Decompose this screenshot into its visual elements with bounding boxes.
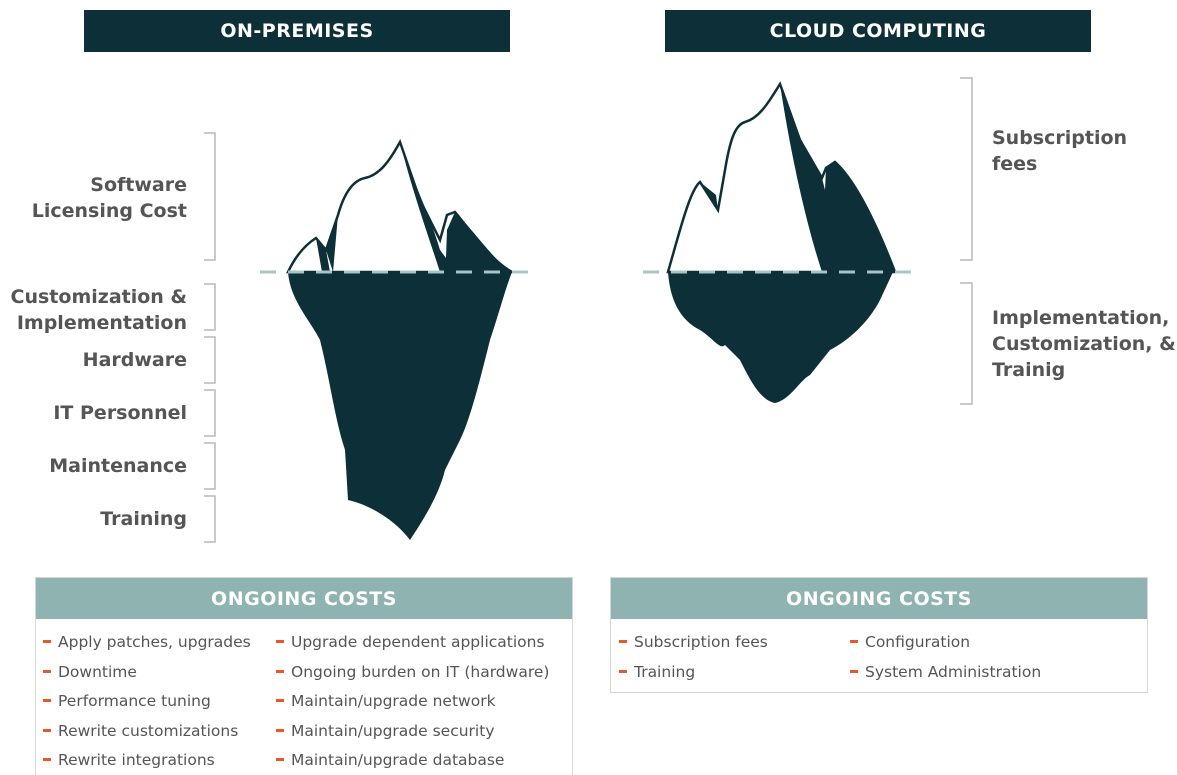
- label-line: IT Personnel: [53, 402, 187, 424]
- bullet: [276, 640, 284, 643]
- bullet: [276, 669, 284, 673]
- label-line: Customization &: [10, 286, 187, 308]
- label-line: Licensing Cost: [31, 200, 187, 222]
- label-line: Training: [100, 508, 187, 530]
- label: Customization & Implementation: [11, 284, 187, 336]
- cost-item: Downtime: [58, 662, 137, 681]
- brackets: [204, 77, 973, 543]
- bullet: [619, 640, 627, 643]
- label: Hardware: [83, 347, 187, 373]
- bullet: [43, 728, 51, 732]
- cost-item: Ongoing burden on IT (hardware): [291, 662, 550, 681]
- bullet: [276, 758, 284, 761]
- ongoing-header: ONGOING COSTS: [36, 578, 572, 619]
- iceberg-on-premises: [260, 138, 538, 540]
- cost-item: Maintain/upgrade security: [291, 721, 495, 740]
- cost-item: Rewrite customizations: [58, 721, 239, 740]
- cost-item: Configuration: [865, 633, 971, 651]
- bullet: [619, 669, 627, 673]
- label-line: Customization, &: [992, 333, 1176, 355]
- label: Implementation, Customization, & Trainig: [992, 305, 1176, 383]
- label-line: fees: [992, 153, 1038, 175]
- label-line: Software: [90, 174, 187, 196]
- bullet: [43, 640, 51, 643]
- header: ON-PREMISES: [84, 10, 510, 52]
- cost-item: Maintain/upgrade database: [291, 751, 505, 769]
- ongoing-header: ONGOING COSTS: [611, 578, 1147, 619]
- cost-item: Performance tuning: [58, 692, 211, 710]
- iceberg-cloud: [643, 81, 920, 403]
- cost-item: Subscription fees: [634, 633, 768, 651]
- bullet: [850, 640, 858, 643]
- label: IT Personnel: [53, 400, 187, 426]
- label-line: Trainig: [992, 359, 1066, 381]
- header: CLOUD COMPUTING: [665, 10, 1091, 52]
- cost-item: Maintain/upgrade network: [291, 692, 496, 710]
- cost-item: Rewrite integrations: [58, 751, 215, 769]
- bullet: [276, 699, 284, 702]
- ongoing-costs-box: ONGOING COSTS Apply patches, upgrades Upgr…: [35, 577, 573, 775]
- bullet: [850, 669, 858, 673]
- cost-item: System Administration: [865, 662, 1042, 681]
- cost-item: Upgrade dependent applications: [291, 633, 545, 651]
- label: Training: [100, 506, 187, 532]
- cost-item: Training: [634, 662, 696, 681]
- cost-item: Apply patches, upgrades: [58, 633, 251, 651]
- bullet: [276, 728, 284, 732]
- label: Subscription fees: [992, 125, 1127, 177]
- bullet: [43, 669, 51, 673]
- label: Maintenance: [49, 453, 187, 479]
- bullet: [43, 699, 51, 702]
- label-line: Hardware: [82, 349, 187, 371]
- bullet: [43, 758, 51, 761]
- label-line: Implementation,: [992, 307, 1170, 329]
- ongoing-costs-box: ONGOING COSTS Subscription fees Configurat…: [610, 577, 1148, 693]
- label-line: Implementation: [16, 312, 187, 334]
- label-line: Maintenance: [49, 455, 187, 477]
- label: Software Licensing Cost: [32, 172, 187, 224]
- label-line: Subscription: [992, 127, 1128, 149]
